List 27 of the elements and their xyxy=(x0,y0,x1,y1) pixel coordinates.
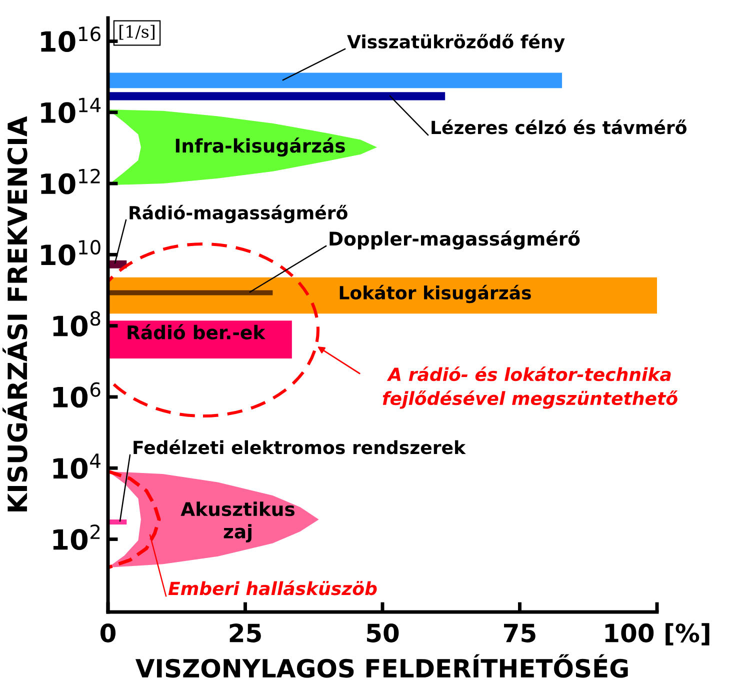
x-axis-title: VISZONYLAGOS FELDERÍTHETŐSÉG xyxy=(135,654,628,678)
y-tick-label: 10$^{16}$ xyxy=(41,26,100,52)
y-tick-label: 10$^{10}$ xyxy=(41,240,100,266)
series-label: Lokátor kisugárzás xyxy=(340,284,531,304)
text: Doppler-magasságmérő xyxy=(330,230,580,250)
annotation: [1/s] xyxy=(120,24,154,40)
x-tick-label: 100 [%] xyxy=(605,623,710,646)
series-label: Rádió ber.-ek xyxy=(128,324,266,340)
y-tick-label: 10$^{6}$ xyxy=(53,382,100,408)
series-label: Akusztikus zaj xyxy=(180,502,294,542)
series-label: Visszatükröződő fény xyxy=(347,34,565,52)
y-axis-title: KISUGÁRZÁSI FREKVENCIA xyxy=(2,116,28,512)
y-tick-label: 10$^{2}$ xyxy=(53,524,100,550)
x-tick-label: 75 xyxy=(504,624,536,642)
series-label: Infra-kisugárzás xyxy=(176,137,345,157)
x-tick-label: 50 xyxy=(367,624,399,642)
y-tick-label: 10$^{4}$ xyxy=(53,454,100,479)
x-tick-label: 25 xyxy=(230,624,261,642)
text: Emberi hallásküszöb xyxy=(168,580,377,596)
y-tick-label: 10$^{12}$ xyxy=(41,168,100,194)
series-label: Lézeres célzó és távmérő xyxy=(432,120,686,134)
y-tick-label: 10$^{8}$ xyxy=(53,311,100,337)
x-tick-label: 0 xyxy=(100,624,116,642)
text: Rádió-magasságmérő xyxy=(130,204,348,224)
y-tick-label: 10$^{14}$ xyxy=(41,98,101,124)
text: Fedélzeti elektromos rendszerek xyxy=(134,440,466,454)
annotation: A rádió- és lokátor-technika fejlődésével megszüntethető xyxy=(382,366,678,409)
